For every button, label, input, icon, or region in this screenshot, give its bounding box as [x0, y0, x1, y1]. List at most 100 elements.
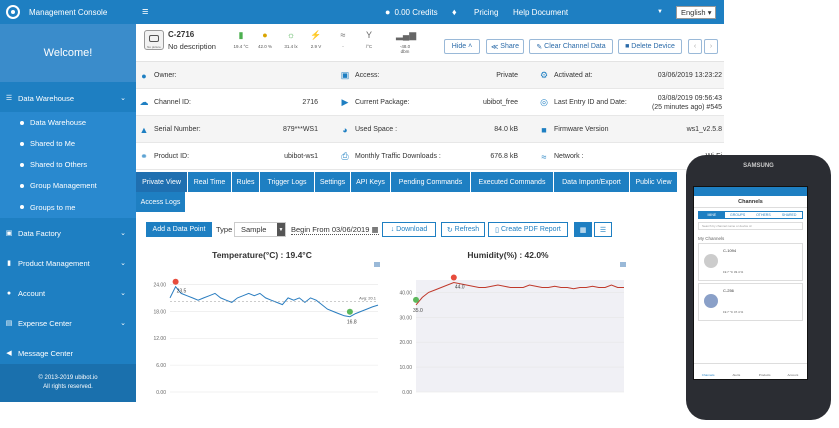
sidebar-item-account[interactable]: ● Account ⌄ — [0, 278, 136, 308]
phone-device-line: 19.7 °C 33.4 % — [723, 270, 744, 274]
phone-tab[interactable]: MINE — [699, 212, 725, 218]
share-button[interactable]: ≪ Share — [486, 39, 524, 54]
tab-access-logs[interactable]: Access Logs — [136, 192, 186, 212]
info-label: Network : — [554, 153, 584, 160]
language-value: English — [681, 7, 706, 17]
sidebar-item-expense-center[interactable]: ▤ Expense Center ⌄ — [0, 308, 136, 338]
info-label: Product ID: — [154, 153, 190, 160]
y-tick-label: 20.00 — [399, 340, 412, 346]
tab-settings[interactable]: Settings — [315, 172, 351, 192]
sidebar-subitem-shared-to-me[interactable]: Shared to Me — [0, 133, 136, 154]
sensor-humidity: ● 42.0 % — [256, 30, 274, 49]
tab-trigger-logs[interactable]: Trigger Logs — [260, 172, 315, 192]
phone-tab[interactable]: OTHERS — [756, 213, 771, 217]
sidebar-label: Account — [18, 288, 46, 298]
clear-channel-button[interactable]: ✎ Clear Channel Data — [529, 39, 613, 54]
tab-executed-commands[interactable]: Executed Commands — [471, 172, 554, 192]
dropdown-caret-icon[interactable]: ▼ — [657, 9, 663, 15]
grid-view-button[interactable]: ▦ — [574, 222, 592, 237]
sidebar-item-product-management[interactable]: ▮ Product Management ⌄ — [0, 248, 136, 278]
phone-device-name: C-256 — [723, 288, 734, 293]
main-content: No picture C-2716 No description ▮ 19.4 °… — [136, 24, 724, 396]
share-icon: ≪ — [491, 43, 501, 51]
type-select[interactable]: Sample ▼ — [234, 222, 286, 237]
chip-icon: ■ — [541, 124, 547, 135]
download-icon: ↓ — [390, 226, 397, 233]
tab-data-import-export[interactable]: Data Import/Export — [554, 172, 630, 192]
refresh-button[interactable]: ↻ Refresh — [441, 222, 485, 237]
phone-device-name: C-1094 — [723, 248, 737, 253]
create-pdf-button[interactable]: ▯ Create PDF Report — [488, 222, 568, 237]
signal-icon: ▂▄▆ — [396, 30, 417, 40]
tab-private-view[interactable]: Private View — [136, 172, 188, 192]
type-value: Sample — [241, 225, 267, 234]
hamburger-icon[interactable]: ≡ — [142, 6, 149, 18]
phone-device-card[interactable]: C-256 19.7 °C 47.4 % — [698, 283, 803, 321]
credits[interactable]: ● 0.00 Credits — [385, 0, 438, 24]
phone-search-input[interactable]: Search by channel name or device id — [698, 222, 803, 230]
add-data-point-button[interactable]: Add a Data Point — [146, 222, 212, 237]
phone-nav-item[interactable]: Channels — [701, 373, 715, 377]
chart-title: Temperature(°C) : 19.4°C — [212, 250, 312, 260]
info-label: Current Package: — [355, 99, 410, 106]
lock-icon: ▣ — [340, 70, 350, 80]
phone-tab[interactable]: GROUPS — [730, 213, 746, 217]
tab-real-time[interactable]: Real Time — [188, 172, 232, 192]
bell-icon[interactable]: ♦ — [452, 7, 457, 17]
tab-rules[interactable]: Rules — [232, 172, 260, 192]
help-link[interactable]: Help Document — [513, 7, 569, 17]
chevron-down-icon: ⌄ — [120, 320, 126, 327]
info-value: 84.0 kB — [494, 126, 518, 133]
brand[interactable]: Management Console — [0, 0, 136, 24]
sidebar: Welcome! ☰ Data Warehouse ⌄ Data Warehou… — [0, 24, 136, 402]
chart-menu-icon — [374, 262, 380, 267]
link-icon: ⚭ — [140, 151, 148, 161]
sidebar-subitem-group-management[interactable]: Group Management — [0, 175, 136, 196]
sidebar-subitem-shared-to-others[interactable]: Shared to Others — [0, 154, 136, 175]
phone-device-avatar — [704, 294, 718, 308]
type-label: Type — [216, 225, 233, 234]
phone-device-avatar — [704, 254, 718, 268]
info-value: 676.8 kB — [490, 153, 518, 160]
droplet-icon: ● — [262, 30, 268, 40]
sidebar-item-data-warehouse[interactable]: ☰ Data Warehouse ⌄ — [0, 84, 136, 112]
wallet-icon: ▤ — [5, 320, 13, 327]
sidebar-subitem-groups-to-me[interactable]: Groups to me — [0, 196, 136, 218]
tab-api-keys[interactable]: API Keys — [351, 172, 391, 192]
tab-pending-commands[interactable]: Pending Commands — [391, 172, 471, 192]
phone-device-card[interactable]: C-1094 19.7 °C 33.4 % — [698, 243, 803, 281]
info-row: ● Owner: ▣ Access: Private ⚙ Activated at: … — [136, 62, 724, 89]
language-select[interactable]: English ▾ — [676, 5, 717, 19]
begin-date-picker[interactable]: Begin From 03/06/2019 ▦ — [291, 225, 379, 235]
tab-public-view[interactable]: Public View — [630, 172, 678, 192]
begin-label: Begin From 03/06/2019 — [291, 225, 370, 234]
phone-nav-item[interactable]: Products — [758, 373, 771, 377]
sensor-signal: ▂▄▆ -48.0 dbm — [396, 30, 417, 54]
average-label: Avg: 20.1 — [359, 295, 377, 300]
info-value: 03/06/2019 13:23:22 — [657, 72, 722, 79]
chevron-down-icon: ⌄ — [120, 230, 126, 237]
delete-device-button[interactable]: ■ Delete Device — [618, 39, 682, 54]
phone-nav-item[interactable]: Account — [787, 373, 799, 377]
barcode-icon: ▲ — [139, 124, 149, 135]
sidebar-item-data-factory[interactable]: ▣ Data Factory ⌄ — [0, 218, 136, 248]
phone-tab[interactable]: SHARED — [781, 213, 797, 217]
y-tick-label: 10.00 — [399, 365, 412, 371]
info-value: (25 minutes ago) #545 — [651, 103, 722, 111]
download-button[interactable]: ↓ Download — [382, 222, 436, 237]
sidebar-subitem-data-warehouse[interactable]: Data Warehouse — [0, 112, 136, 133]
pricing-link[interactable]: Pricing — [474, 7, 499, 17]
pdf-icon: ▯ — [495, 226, 501, 234]
phone-nav-item[interactable]: Alerts — [732, 373, 741, 377]
prev-device-button[interactable]: ‹ — [688, 39, 702, 54]
download-file-icon: ⎙ — [341, 151, 349, 161]
list-view-button[interactable]: ☰ — [594, 222, 612, 237]
hide-button[interactable]: Hide ˄ — [444, 39, 480, 54]
max-marker — [172, 278, 179, 285]
sidebar-item-message-center[interactable]: ◀ Message Center — [0, 338, 136, 368]
info-value: 03/08/2019 09:56:43 — [657, 94, 722, 102]
next-device-button[interactable]: › — [704, 39, 718, 54]
phone-device-line: 19.7 °C 47.4 % — [723, 310, 744, 314]
phone-screen: Channels MINE GROUPS OTHERS SHARED Searc… — [693, 186, 808, 380]
probe-icon: Υ — [365, 30, 372, 40]
